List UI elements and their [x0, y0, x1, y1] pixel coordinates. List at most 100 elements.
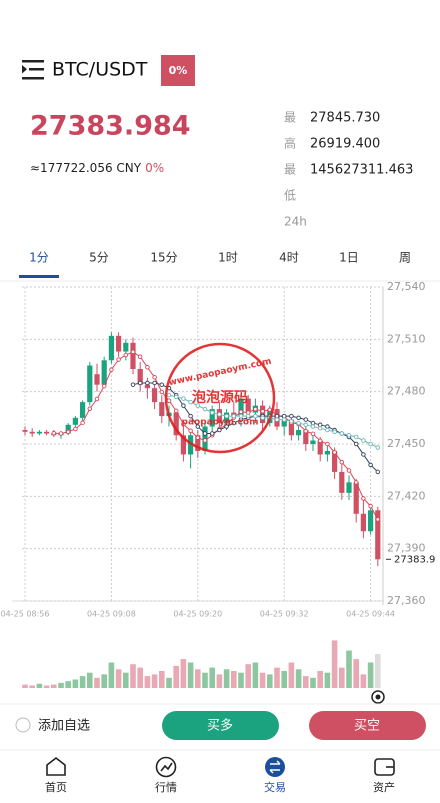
stat-value: 26919.400	[310, 137, 380, 152]
moving-average-point	[339, 459, 345, 465]
time-tab[interactable]: 周	[399, 251, 411, 265]
time-tab[interactable]: 15分	[150, 251, 177, 265]
moving-average-point	[101, 383, 107, 389]
trade-icon[interactable]	[265, 757, 285, 777]
volume-bar	[353, 659, 359, 688]
volume-bar	[346, 650, 352, 688]
nav-icons	[46, 756, 395, 778]
moving-average-point	[310, 424, 316, 429]
moving-average-point	[188, 428, 193, 433]
moving-average-point	[159, 389, 165, 395]
moving-average-point	[181, 421, 186, 427]
trade-icon-arrows	[269, 760, 281, 774]
moving-average-point	[109, 367, 114, 372]
volume-bar	[87, 672, 93, 688]
moving-average-point	[73, 426, 78, 432]
watch-label[interactable]: 添加自选	[38, 719, 90, 734]
moving-average-point	[195, 403, 201, 408]
active-tab-underline	[19, 275, 59, 278]
y-tick-label: 27,510	[387, 332, 426, 345]
volume-bar	[173, 665, 179, 688]
moving-average-point	[94, 396, 100, 402]
moving-average-point	[368, 441, 373, 447]
volume-bar	[195, 669, 201, 688]
change-badge: 0%	[169, 64, 188, 77]
moving-average-point	[296, 415, 301, 421]
y-tick-label: 27,540	[387, 280, 426, 293]
time-tab[interactable]: 1日	[339, 251, 359, 265]
moving-average-point	[253, 406, 258, 412]
time-tab[interactable]: 1时	[218, 251, 238, 265]
buy-button[interactable]	[162, 711, 279, 740]
home-icon[interactable]	[46, 756, 66, 776]
x-tick-label: 04-25 09:20	[173, 610, 222, 619]
buy-label[interactable]: 买多	[207, 718, 233, 734]
y-tick-label: 27,480	[387, 385, 426, 398]
candle-body	[123, 342, 129, 352]
nav-label[interactable]: 资产	[373, 780, 395, 794]
moving-average-point	[202, 406, 208, 412]
candle-body	[360, 513, 366, 532]
candle-body	[238, 398, 244, 417]
volume-bar	[324, 672, 331, 688]
candle-body	[87, 365, 93, 403]
candle-body	[310, 440, 316, 444]
nav-label[interactable]: 交易	[264, 780, 286, 794]
moving-average-point	[289, 419, 294, 424]
moving-average-point	[353, 441, 359, 447]
moving-average-point	[353, 434, 359, 440]
market-icon[interactable]	[155, 756, 177, 778]
volume-bar	[245, 664, 251, 688]
moving-average-point	[375, 445, 381, 450]
nav-label[interactable]: 行情	[155, 781, 177, 794]
volume-bar	[331, 640, 338, 688]
moving-average-point	[238, 413, 244, 419]
moving-average-point	[303, 417, 309, 422]
volume-bar	[252, 662, 259, 688]
moving-average-point	[368, 503, 373, 509]
candle-body	[36, 431, 42, 434]
stat-label: 高	[284, 136, 296, 151]
moving-average-point	[209, 431, 215, 436]
moving-average-point	[166, 392, 172, 398]
candle-body	[144, 384, 150, 389]
moving-average-point	[346, 468, 352, 473]
time-tab[interactable]: 5分	[89, 251, 109, 265]
stat-value: 145627311.463	[310, 163, 413, 178]
x-tick-label: 04-25 09:44	[346, 610, 395, 619]
sell-label[interactable]: 买空	[354, 719, 380, 734]
candle-body	[375, 510, 381, 560]
moving-average-point	[296, 420, 301, 426]
moving-average-point	[289, 413, 294, 419]
moving-average-point	[65, 429, 71, 435]
volume-bar	[36, 683, 43, 688]
sell-button[interactable]	[309, 711, 426, 740]
volume-bar	[288, 662, 295, 688]
last-price-label: 27383.9	[394, 554, 435, 565]
moving-average-point	[173, 394, 179, 400]
watch-checkbox[interactable]	[15, 717, 31, 733]
moving-average-point	[116, 357, 121, 362]
watermark-url2: paopaoym.com	[182, 418, 259, 428]
moving-average-point	[130, 382, 136, 387]
moving-average-point	[217, 427, 222, 433]
candle-body	[94, 374, 100, 385]
nav-label[interactable]: 首页	[45, 780, 67, 794]
last-price: 27383.984	[30, 111, 191, 142]
menu-icon[interactable]	[22, 60, 44, 80]
moving-average-point	[152, 380, 157, 386]
candle-body	[332, 450, 338, 472]
time-tab[interactable]: 1分	[29, 251, 49, 265]
moving-average-point	[195, 435, 201, 440]
volume-bar	[231, 671, 237, 688]
moving-average-point	[332, 450, 337, 455]
watermark-url: www.paopaoym.com	[168, 357, 273, 389]
volume-bar	[375, 654, 381, 688]
symbol: BTC/USDT	[52, 59, 148, 81]
volume-bar	[130, 664, 136, 688]
moving-average-point	[188, 413, 193, 419]
moving-average-point	[238, 409, 244, 415]
time-tab[interactable]: 4时	[279, 251, 299, 265]
volume-bar	[295, 669, 302, 688]
